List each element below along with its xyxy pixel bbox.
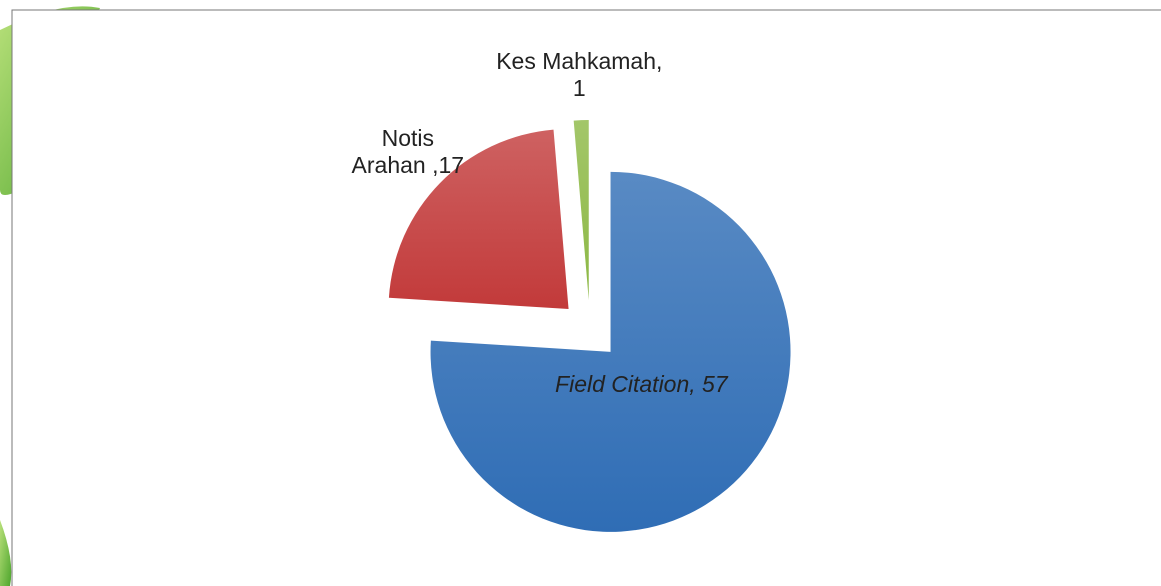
leaf-decoration <box>0 520 11 586</box>
data-label: Kes Mahkamah, 1 <box>469 48 689 102</box>
slide: Field Citation, 57 Notis Arahan ,17 Kes Ma… <box>0 0 1161 586</box>
data-label: Notis Arahan ,17 <box>298 125 518 179</box>
data-label: Field Citation, 57 <box>531 371 751 398</box>
